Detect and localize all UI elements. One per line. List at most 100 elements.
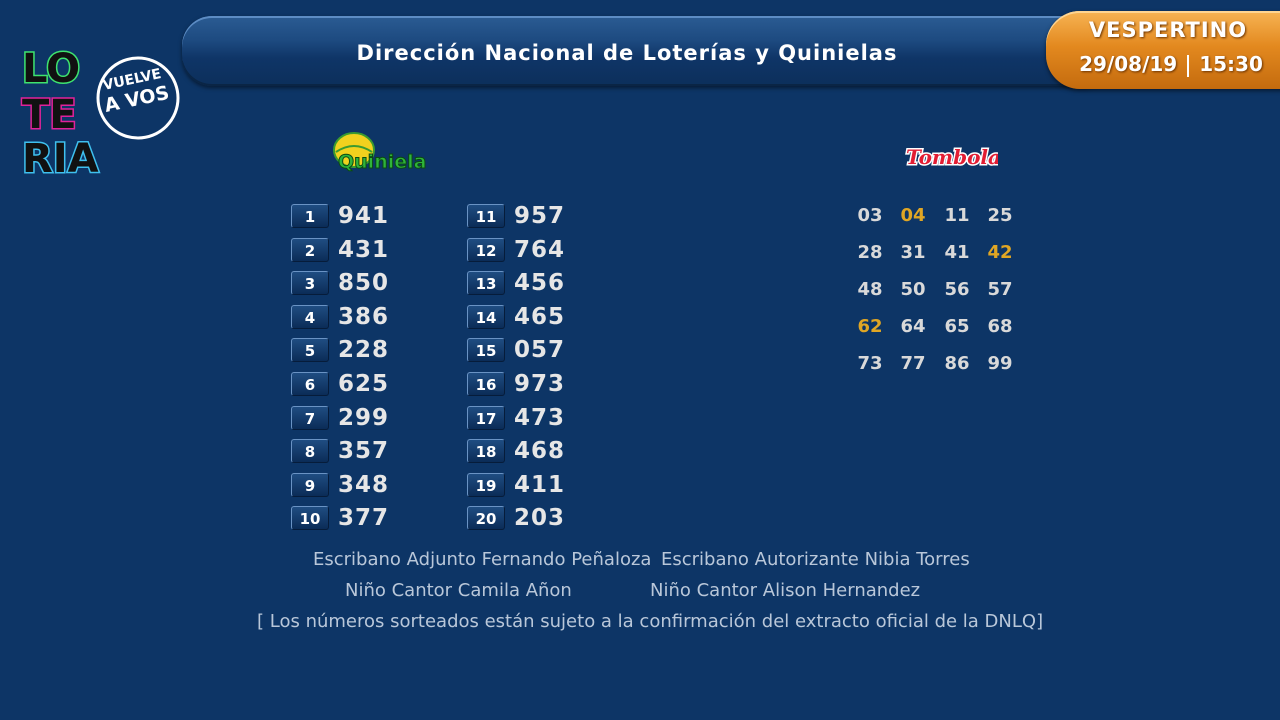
quiniela-number: 764 [514, 236, 566, 263]
tombola-number: 31 [900, 242, 926, 263]
quiniela-row: 20 203 [467, 504, 565, 532]
quiniela-number: 228 [338, 337, 390, 364]
nino-cantor-1: Niño Cantor Camila Añon [345, 580, 572, 601]
quiniela-row: 16 973 [467, 370, 565, 398]
quiniela-number: 411 [514, 471, 566, 498]
draw-date: 29/08/19 [1079, 52, 1178, 76]
quiniela-row: 1 941 [291, 202, 389, 230]
tagline-ring [96, 56, 180, 140]
escribano-adjunto: Escribano Adjunto Fernando Peñaloza [313, 549, 652, 570]
quiniela-position: 6 [291, 372, 329, 396]
quiniela-number: 377 [338, 505, 390, 532]
tombola-number-highlighted: 04 [900, 205, 926, 226]
tombola-number: 03 [857, 205, 883, 226]
logo-letters-1: LO [22, 46, 80, 92]
quiniela-row: 11 957 [467, 202, 565, 230]
tombola-number: 68 [987, 316, 1013, 337]
logo-letters-3: RIA [22, 136, 99, 180]
tombola-number: 50 [900, 279, 926, 300]
quiniela-number: 431 [338, 236, 390, 263]
tombola-number: 25 [987, 205, 1013, 226]
tombola-number: 65 [944, 316, 970, 337]
separator [1187, 54, 1190, 77]
tombola-number: 11 [944, 205, 970, 226]
tombola-number: 56 [944, 279, 970, 300]
quiniela-position: 13 [467, 271, 505, 296]
quiniela-row: 17 473 [467, 404, 565, 432]
tombola-number: 73 [857, 353, 883, 374]
quiniela-row: 8 357 [291, 437, 389, 465]
quiniela-logo: Quiniela [333, 132, 427, 174]
escribano-autorizante: Escribano Autorizante Nibia Torres [661, 549, 970, 570]
logo-letters-2: TE [22, 92, 77, 138]
tombola-number-highlighted: 62 [857, 316, 883, 337]
quiniela-row: 5 228 [291, 336, 389, 364]
quiniela-position: 18 [467, 439, 505, 464]
quiniela-position: 2 [291, 237, 329, 262]
quiniela-row: 4 386 [291, 303, 389, 331]
tombola-number: 86 [944, 353, 970, 374]
quiniela-logo-text: Quiniela [338, 151, 426, 173]
quiniela-row: 2 431 [291, 236, 389, 264]
quiniela-row: 13 456 [467, 269, 565, 297]
quiniela-number: 468 [514, 438, 566, 465]
quiniela-number: 357 [338, 438, 390, 465]
quiniela-row: 19 411 [467, 471, 565, 499]
tombola-number: 99 [987, 353, 1013, 374]
quiniela-position: 7 [291, 405, 329, 430]
quiniela-position: 14 [467, 304, 505, 329]
quiniela-number: 957 [514, 203, 566, 229]
quiniela-number: 973 [514, 371, 566, 397]
quiniela-row: 7 299 [291, 404, 389, 432]
tombola-number: 28 [857, 242, 883, 263]
page-title: Dirección Nacional de Loterías y Quiniel… [356, 41, 898, 65]
draw-badge [1046, 11, 1280, 89]
draw-datetime: 29/08/19 15:30 [1056, 52, 1280, 77]
quiniela-number: 456 [514, 270, 566, 297]
draw-name: VESPERTINO [1088, 18, 1248, 42]
tombola-number: 77 [900, 353, 926, 374]
quiniela-row: 15 057 [467, 336, 565, 364]
quiniela-position: 9 [291, 472, 329, 497]
tombola-logo-text: Tombola [906, 145, 998, 169]
quiniela-number: 465 [514, 303, 566, 330]
loteria-logo: LO TE RIA VUELVE A VOS [21, 45, 180, 180]
quiniela-position: 15 [467, 338, 505, 363]
tombola-number: 64 [900, 316, 926, 337]
tombola-logo: Tombola [905, 144, 999, 171]
quiniela-number: 473 [514, 404, 566, 431]
quiniela-position: 11 [467, 204, 505, 228]
quiniela-number: 850 [338, 270, 390, 297]
tombola-number: 48 [857, 279, 883, 300]
draw-time: 15:30 [1199, 52, 1263, 76]
quiniela-position: 1 [291, 204, 329, 228]
quiniela-row: 6 625 [291, 370, 389, 398]
quiniela-number: 057 [514, 337, 566, 364]
quiniela-number: 348 [338, 471, 390, 498]
header-bar [182, 16, 1112, 86]
quiniela-position: 12 [467, 237, 505, 262]
quiniela-position: 4 [291, 304, 329, 329]
quiniela-row: 18 468 [467, 437, 565, 465]
quiniela-position: 8 [291, 439, 329, 464]
nino-cantor-2: Niño Cantor Alison Hernandez [650, 580, 921, 601]
quiniela-position: 5 [291, 338, 329, 363]
quiniela-number: 203 [514, 505, 566, 532]
quiniela-number: 299 [338, 404, 390, 431]
quiniela-position: 3 [291, 271, 329, 296]
tombola-number: 57 [987, 279, 1013, 300]
quiniela-row: 10 377 [291, 504, 389, 532]
quiniela-position: 20 [467, 506, 505, 531]
quiniela-position: 19 [467, 472, 505, 497]
quiniela-row: 9 348 [291, 471, 389, 499]
quiniela-position: 16 [467, 372, 505, 396]
tombola-number: 41 [944, 242, 970, 263]
quiniela-row: 3 850 [291, 269, 389, 297]
quiniela-row: 14 465 [467, 303, 565, 331]
tombola-number-highlighted: 42 [987, 242, 1013, 263]
quiniela-position: 17 [467, 405, 505, 430]
quiniela-position: 10 [291, 506, 329, 531]
quiniela-number: 386 [338, 303, 390, 330]
quiniela-number: 941 [338, 203, 390, 229]
disclaimer: [ Los números sorteados están sujeto a l… [257, 611, 1044, 632]
